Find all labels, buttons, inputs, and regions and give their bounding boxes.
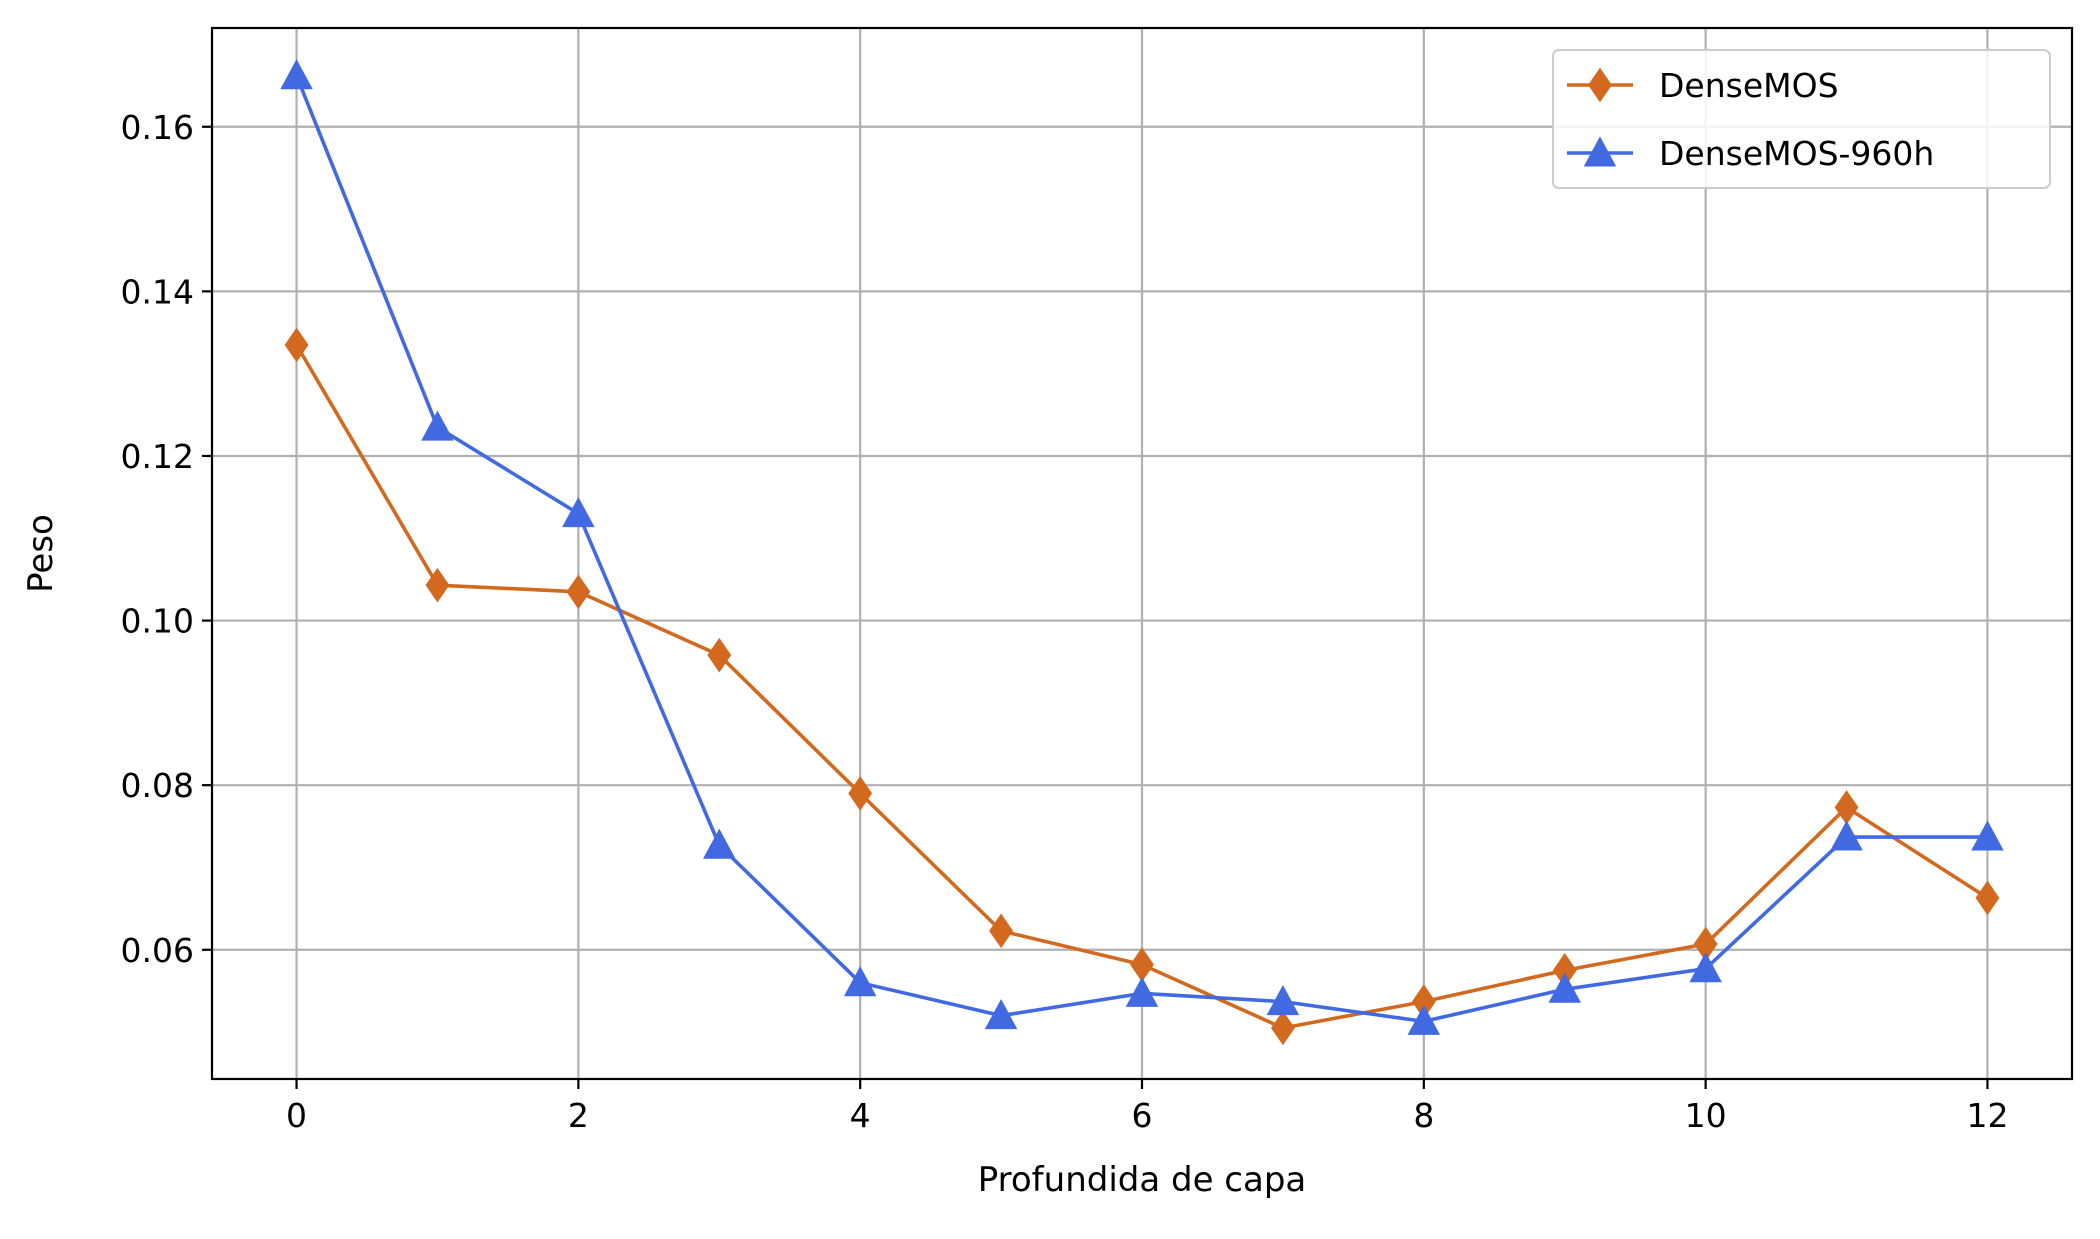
data-point bbox=[1548, 972, 1581, 1003]
y-axis-label: Peso bbox=[21, 514, 61, 593]
data-point bbox=[1125, 976, 1159, 1007]
series-1 bbox=[284, 327, 2000, 1046]
y-tick-label: 0.16 bbox=[121, 108, 194, 147]
y-tick-label: 0.06 bbox=[121, 931, 194, 970]
data-point bbox=[284, 327, 309, 363]
data-point bbox=[425, 567, 450, 603]
data-point bbox=[989, 913, 1014, 949]
series-layer bbox=[280, 59, 2004, 1046]
legend: DenseMOS DenseMOS-960h bbox=[1552, 49, 2051, 189]
data-point bbox=[843, 966, 877, 997]
x-tick-label: 6 bbox=[1132, 1096, 1153, 1135]
x-tick-label: 12 bbox=[1966, 1096, 2008, 1135]
x-axis-label: Profundida de capa bbox=[978, 1160, 1307, 1200]
y-tick-label: 0.10 bbox=[121, 602, 194, 641]
legend-box bbox=[1552, 49, 2051, 189]
x-tick-label: 2 bbox=[568, 1096, 589, 1135]
data-point bbox=[848, 776, 873, 811]
x-tick-label: 8 bbox=[1413, 1096, 1434, 1135]
y-tick-label: 0.08 bbox=[121, 766, 194, 805]
legend-label: DenseMOS-960h bbox=[1659, 134, 1934, 173]
y-tick-label: 0.12 bbox=[121, 437, 194, 476]
x-tick-label: 0 bbox=[286, 1096, 307, 1135]
data-point bbox=[1407, 1004, 1441, 1035]
data-point bbox=[1689, 952, 1722, 983]
data-point bbox=[566, 574, 591, 610]
data-point bbox=[703, 828, 736, 859]
y-tick-label: 0.14 bbox=[121, 272, 194, 311]
data-point bbox=[984, 999, 1018, 1030]
data-point bbox=[1830, 820, 1863, 851]
series-2 bbox=[280, 59, 2004, 1035]
data-point bbox=[421, 410, 454, 441]
data-point bbox=[1834, 790, 1859, 825]
legend-item: DenseMOS-960h bbox=[1567, 134, 1934, 173]
data-point bbox=[280, 59, 313, 90]
data-point bbox=[707, 637, 732, 673]
legend-marker bbox=[1583, 136, 1617, 167]
legend-marker bbox=[1588, 67, 1612, 103]
data-point bbox=[1266, 985, 1300, 1016]
tick-layer: 0 2 4 6 8 10 12 0.06 0.08 0.10 0.12 0.14 0.16 bbox=[121, 108, 2009, 1135]
legend-label: DenseMOS bbox=[1659, 66, 1839, 105]
data-point bbox=[1971, 820, 2004, 851]
legend-item: DenseMOS bbox=[1567, 66, 1839, 105]
data-point bbox=[1975, 880, 2000, 916]
data-point bbox=[1130, 947, 1154, 982]
x-tick-label: 10 bbox=[1685, 1096, 1727, 1135]
data-point bbox=[1270, 1010, 1295, 1046]
data-point bbox=[562, 497, 595, 528]
x-tick-label: 4 bbox=[850, 1096, 871, 1135]
